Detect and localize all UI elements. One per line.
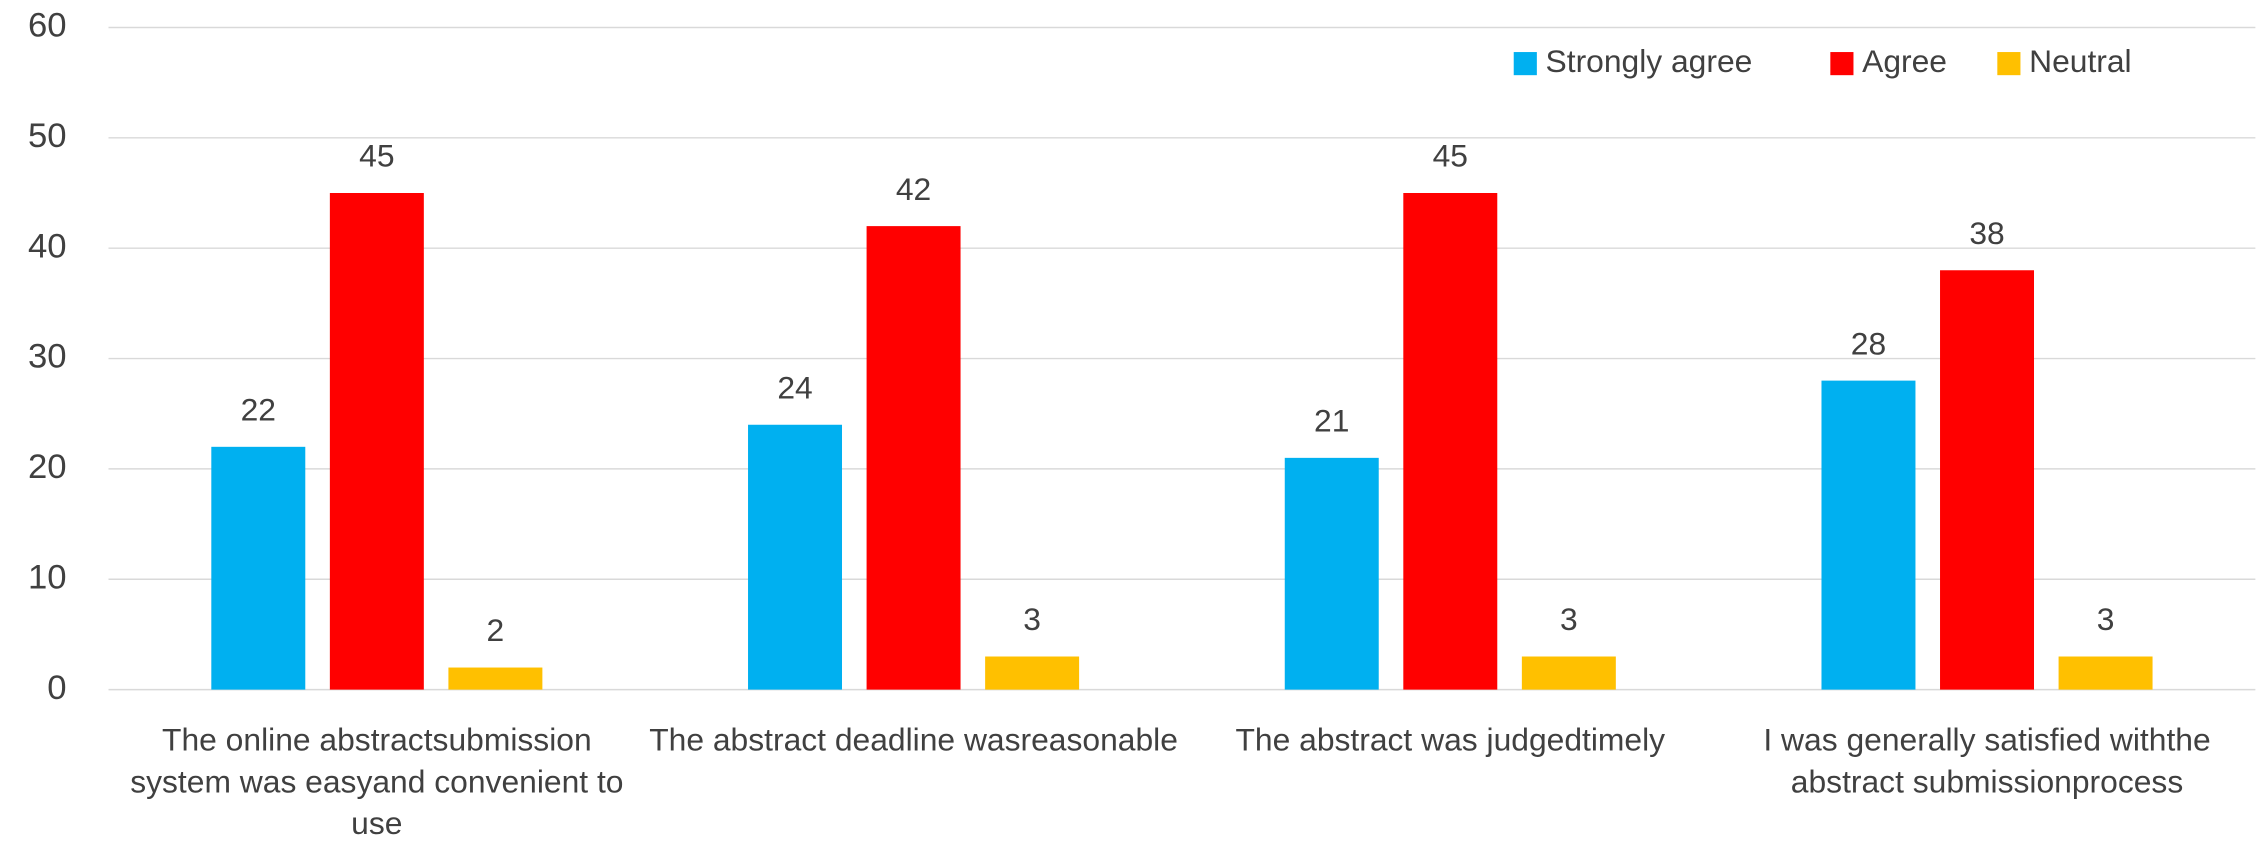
y-tick-label: 30: [28, 338, 67, 376]
data-label: 3: [2097, 601, 2115, 637]
x-tick-label-box: The abstract deadline wasreasonable: [649, 721, 1178, 758]
data-label: 3: [1560, 601, 1578, 637]
legend-swatch: [1830, 52, 1854, 76]
y-tick-label: 50: [28, 117, 67, 155]
y-tick-label: 10: [28, 558, 67, 596]
bar: [329, 193, 424, 690]
bar: [2058, 656, 2153, 690]
bar: [866, 226, 961, 690]
x-tick-label: The abstract deadline wasreasonable: [649, 721, 1178, 758]
legend-label: Strongly agree: [1546, 43, 1753, 79]
data-label: 24: [777, 369, 812, 405]
x-tick-label: I was generally satisfied withthe abstra…: [1763, 721, 2211, 800]
legend-label: Neutral: [2029, 43, 2132, 79]
data-label: 42: [896, 171, 931, 207]
bar: [748, 424, 843, 690]
data-label: 21: [1314, 403, 1349, 439]
y-tick-label: 60: [28, 7, 67, 45]
y-tick-label: 20: [28, 448, 67, 486]
x-tick-label-box: The online abstractsubmission system was…: [130, 721, 624, 842]
x-tick-label-box: I was generally satisfied withthe abstra…: [1763, 721, 2211, 800]
bar: [1403, 193, 1498, 690]
bar: [1940, 270, 2035, 690]
y-tick-label: 40: [28, 227, 67, 265]
bar: [1284, 457, 1379, 690]
bar: [211, 446, 306, 690]
data-label: 3: [1023, 601, 1041, 637]
data-label: 45: [359, 138, 394, 174]
data-label: 22: [241, 392, 276, 428]
y-tick-label: 0: [47, 669, 66, 707]
data-label: 2: [487, 612, 505, 648]
bar: [1521, 656, 1616, 690]
x-tick-label-box: The abstract was judgedtimely: [1235, 721, 1666, 758]
x-tick-label: The online abstractsubmission system was…: [130, 721, 624, 842]
bar: [1821, 380, 1916, 690]
legend-label: Agree: [1862, 43, 1947, 79]
data-label: 38: [1969, 215, 2004, 251]
data-label: 28: [1851, 325, 1886, 361]
bar: [448, 667, 543, 690]
legend-swatch: [1997, 52, 2021, 76]
bar: [985, 656, 1080, 690]
x-tick-label: The abstract was judgedtimely: [1235, 721, 1666, 758]
legend-swatch: [1513, 52, 1537, 76]
data-label: 45: [1433, 138, 1468, 174]
